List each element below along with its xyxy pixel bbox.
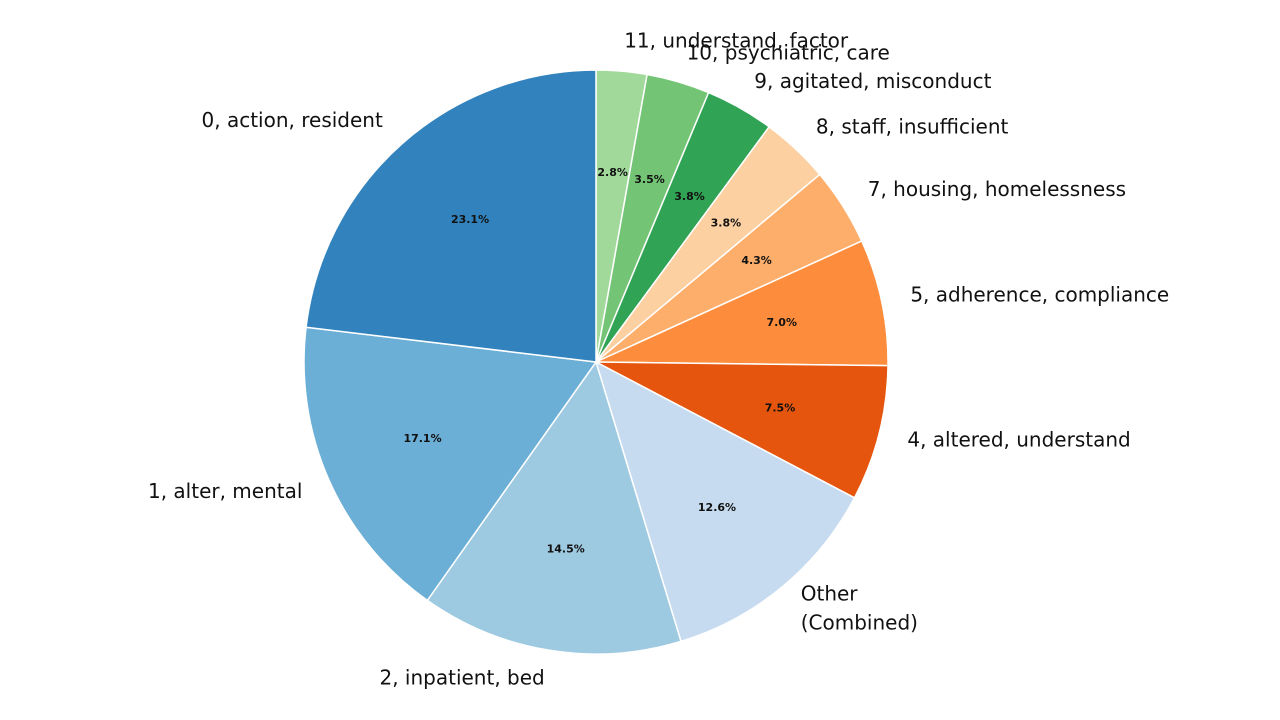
slice-category-label: 0, action, resident (202, 108, 383, 132)
slice-category-label: 2, inpatient, bed (379, 666, 544, 690)
pie-slice (303, 326, 598, 602)
slice-percent-label: 23.1% (451, 213, 489, 226)
slice-percent-label: 3.8% (711, 217, 742, 230)
slice-category-label: 10, psychiatric, care (687, 40, 890, 64)
slice-category-label: 7, housing, homelessness (868, 177, 1126, 201)
slice-category-label: 4, altered, understand (907, 427, 1130, 451)
pie-slice (594, 360, 856, 643)
slice-percent-label: 7.0% (766, 316, 797, 329)
pie-slice (595, 240, 889, 367)
slice-percent-label: 12.6% (698, 501, 736, 514)
slice-category-label: 1, alter, mental (148, 479, 302, 503)
slice-category-label: 5, adherence, compliance (910, 282, 1169, 306)
slice-percent-label: 2.8% (597, 166, 628, 179)
pie-slice (426, 360, 682, 655)
slice-category-label: Other (Combined) (801, 581, 918, 634)
slice-percent-label: 3.8% (674, 190, 705, 203)
slice-percent-label: 4.3% (741, 254, 772, 267)
percent-labels: 2.8% 3.5% 3.8% 3.8% 4.3% 7.0% 7.5% 12.6% 14.5% 17… (403, 166, 797, 555)
pie-slice (305, 69, 597, 363)
slice-percent-label: 7.5% (765, 402, 796, 415)
slice-percent-label: 17.1% (403, 432, 441, 445)
pie-slices (303, 69, 889, 655)
slice-percent-label: 3.5% (634, 173, 665, 186)
slice-category-label: 9, agitated, misconduct (754, 69, 991, 93)
slice-category-label: 8, staff, insufficient (816, 114, 1009, 138)
pie-slice (595, 361, 889, 499)
slice-category-label: 11, understand, factor (624, 29, 849, 53)
slice-percent-label: 14.5% (547, 542, 585, 555)
